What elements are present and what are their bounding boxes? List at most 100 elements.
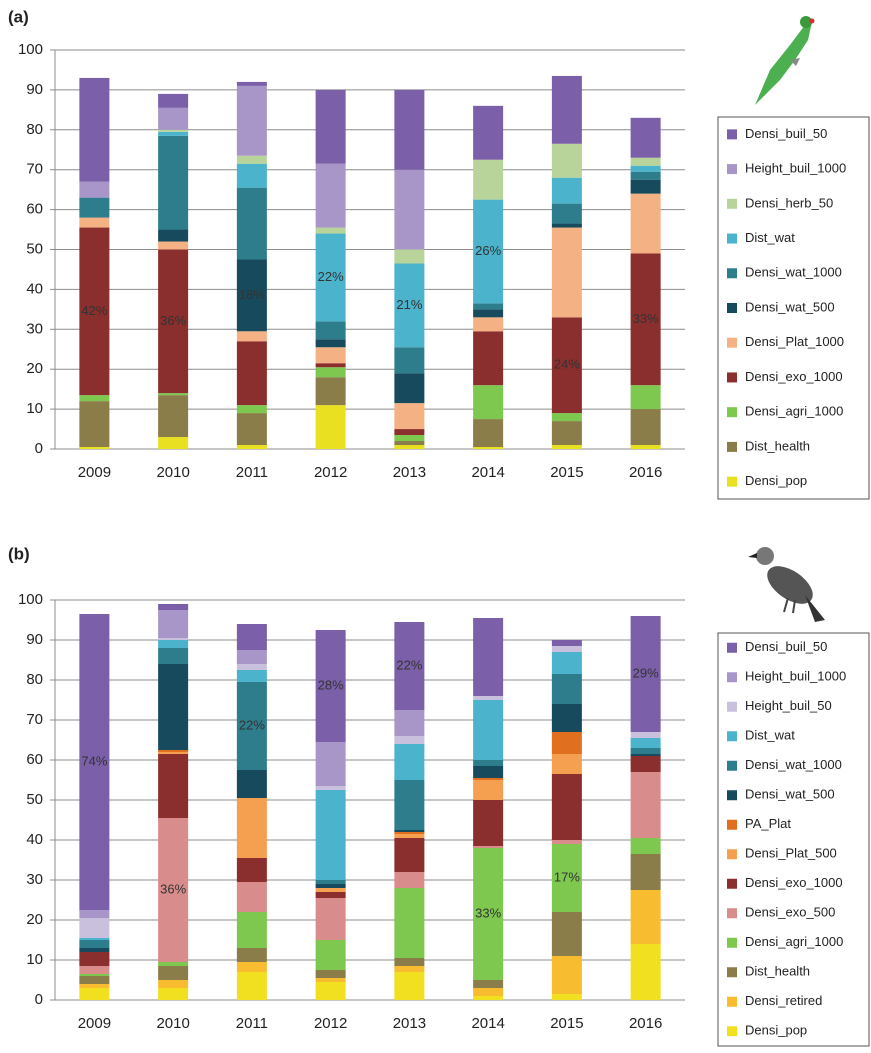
bar-segment	[158, 664, 188, 750]
legend-label: Densi_buil_50	[745, 639, 827, 654]
bar-segment	[552, 704, 582, 732]
bar-segment	[237, 882, 267, 912]
y-tick-label: 30	[26, 871, 43, 888]
bar-segment	[158, 754, 188, 818]
y-tick-label: 10	[26, 951, 43, 968]
bar-segment	[316, 90, 346, 164]
bar-segment	[394, 830, 424, 832]
legend-swatch	[727, 820, 737, 830]
value-label: 22%	[318, 269, 344, 284]
bar-segment	[316, 880, 346, 884]
value-label: 28%	[318, 677, 344, 692]
bar-segment	[631, 194, 661, 254]
y-tick-label: 30	[26, 320, 43, 337]
bar-segment	[316, 377, 346, 405]
bar-segment	[552, 956, 582, 994]
bar-segment	[552, 204, 582, 224]
bar-segment	[631, 772, 661, 838]
x-tick-label: 2009	[78, 1015, 111, 1032]
x-tick-label: 2014	[471, 464, 504, 481]
legend-box	[718, 633, 869, 1046]
x-tick-label: 2015	[550, 464, 583, 481]
bar-segment	[316, 164, 346, 228]
bar-segment	[316, 982, 346, 1000]
value-label: 22%	[239, 717, 265, 732]
legend-swatch	[727, 407, 737, 417]
bar-segment	[316, 898, 346, 940]
legend-label: Dist_health	[745, 964, 810, 979]
value-label: 26%	[475, 243, 501, 258]
legend-swatch	[727, 643, 737, 653]
bar-segment	[473, 996, 503, 1000]
bar-segment	[394, 888, 424, 958]
legend-label: Densi_retired	[745, 993, 822, 1008]
bar-segment	[394, 347, 424, 373]
legend-label: Height_buil_1000	[745, 161, 846, 176]
bar-segment	[316, 742, 346, 786]
legend-swatch	[727, 129, 737, 139]
bar-segment	[158, 640, 188, 648]
bar-segment	[394, 834, 424, 838]
legend-label: Dist_wat	[745, 230, 795, 245]
bar-segment	[79, 218, 109, 228]
bar-segment	[237, 405, 267, 413]
bar-segment	[394, 441, 424, 445]
bar-segment	[237, 445, 267, 449]
value-label: 22%	[396, 657, 422, 672]
bar-segment	[394, 445, 424, 449]
legend-swatch	[727, 477, 737, 487]
bar-segment	[631, 738, 661, 748]
bar-segment	[79, 952, 109, 966]
legend-label: Densi_herb_50	[745, 195, 833, 210]
bar-segment	[316, 884, 346, 888]
legend-swatch	[727, 702, 737, 712]
bar-segment	[473, 766, 503, 778]
bar-segment	[631, 409, 661, 445]
bar-segment	[158, 395, 188, 437]
bar-segment	[237, 331, 267, 341]
legend-swatch	[727, 199, 737, 209]
legend-swatch	[727, 442, 737, 452]
bar-segment	[631, 890, 661, 944]
bar-segment	[237, 962, 267, 972]
bar-segment	[79, 401, 109, 447]
legend-label: Dist_health	[745, 438, 810, 453]
legend-label: PA_Plat	[745, 816, 791, 831]
bar-segment	[552, 732, 582, 754]
panel-label: (b)	[8, 544, 30, 563]
bar-segment	[158, 648, 188, 664]
legend-swatch	[727, 372, 737, 382]
bar-segment	[158, 610, 188, 638]
bar-segment	[316, 347, 346, 363]
bar-segment	[473, 447, 503, 449]
bar-segment	[237, 341, 267, 405]
value-label: 29%	[633, 665, 659, 680]
bar-segment	[158, 750, 188, 752]
y-tick-label: 100	[18, 591, 43, 608]
bar-segment	[394, 710, 424, 736]
y-tick-label: 80	[26, 121, 43, 138]
bar-segment	[316, 321, 346, 339]
bar-segment	[394, 403, 424, 429]
bar-segment	[552, 840, 582, 844]
bar-segment	[473, 760, 503, 766]
bar-segment	[158, 988, 188, 1000]
bar-segment	[394, 838, 424, 872]
bar-segment	[473, 700, 503, 760]
bar-segment	[631, 172, 661, 180]
bar-segment	[631, 732, 661, 738]
bar-segment	[79, 966, 109, 974]
bar-segment	[552, 674, 582, 704]
bar-segment	[158, 966, 188, 980]
bar-segment	[316, 228, 346, 234]
bar-segment	[158, 242, 188, 250]
bar-segment	[631, 445, 661, 449]
bar-segment	[473, 419, 503, 447]
legend-label: Dist_wat	[745, 728, 795, 743]
value-label: 74%	[81, 753, 107, 768]
bar-segment	[473, 988, 503, 996]
legend-swatch	[727, 879, 737, 889]
bar-segment	[473, 846, 503, 848]
legend-swatch	[727, 268, 737, 278]
bar-segment	[316, 339, 346, 347]
